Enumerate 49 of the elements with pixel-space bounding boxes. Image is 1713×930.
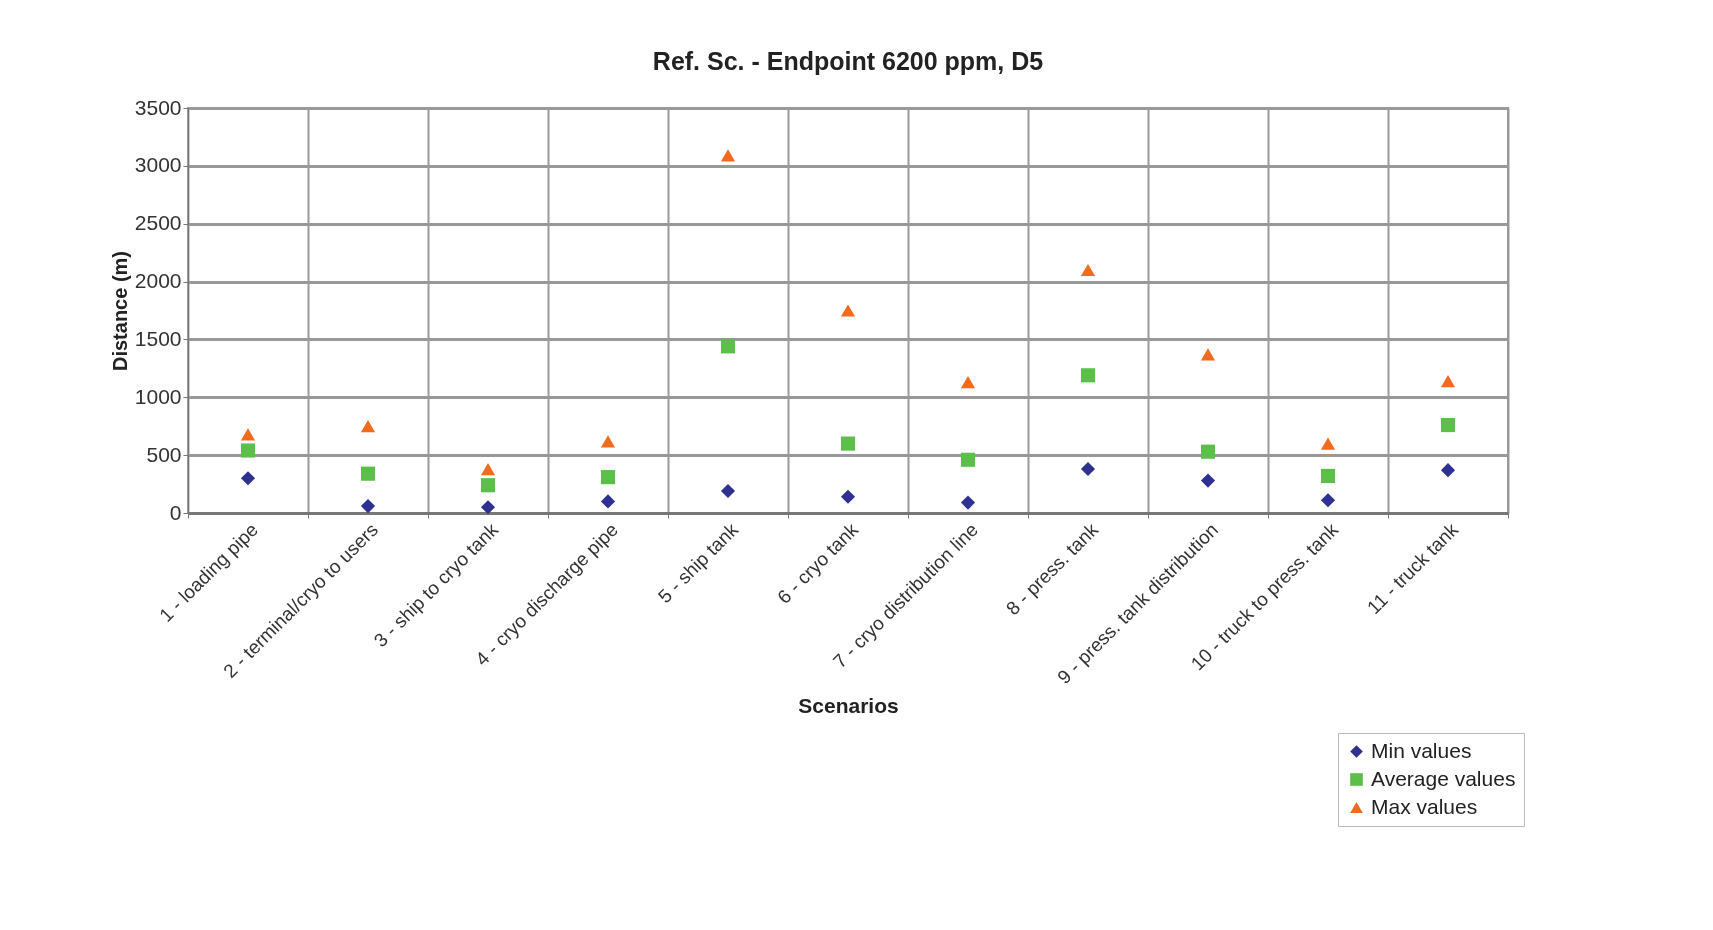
y-tick-label: 0 xyxy=(169,500,182,524)
point xyxy=(1200,444,1216,459)
point xyxy=(240,443,256,458)
y-tick-label: 3500 xyxy=(134,95,182,119)
point xyxy=(360,498,376,514)
point xyxy=(1080,461,1096,477)
point xyxy=(1200,348,1216,361)
point xyxy=(600,494,616,509)
x-tick-label: 5 - ship tank xyxy=(653,518,743,608)
legend-label: Min values xyxy=(1371,738,1472,762)
point xyxy=(1440,463,1456,478)
point xyxy=(1440,374,1456,388)
legend-label: Max values xyxy=(1371,794,1478,818)
point xyxy=(720,339,736,354)
point xyxy=(480,500,496,515)
y-tick-label: 1000 xyxy=(134,384,182,408)
y-tick-label: 500 xyxy=(146,442,182,466)
point xyxy=(960,452,976,467)
point xyxy=(960,495,976,510)
point xyxy=(1320,493,1336,508)
point xyxy=(1200,473,1216,488)
point xyxy=(480,478,496,493)
x-axis-title: Scenarios xyxy=(798,693,899,717)
y-tick-label: 3000 xyxy=(134,153,182,177)
y-tick-label: 2000 xyxy=(134,269,182,293)
point xyxy=(960,376,976,389)
point xyxy=(840,436,856,451)
point xyxy=(360,420,376,433)
legend-label: Average values xyxy=(1371,766,1516,790)
point xyxy=(1080,263,1096,277)
point xyxy=(720,483,736,499)
point xyxy=(720,149,736,162)
point xyxy=(1320,468,1336,484)
point xyxy=(240,428,256,441)
point xyxy=(1440,417,1456,433)
point xyxy=(360,466,376,481)
point xyxy=(480,462,496,476)
point xyxy=(1080,368,1096,383)
y-tick-label: 2500 xyxy=(134,211,182,235)
chart-title: Ref. Sc. - Endpoint 6200 ppm, D5 xyxy=(652,47,1044,75)
point xyxy=(840,304,856,317)
point xyxy=(1320,437,1336,450)
y-axis-title: Distance (m) xyxy=(108,250,131,372)
point xyxy=(600,435,616,448)
y-tick-label: 1500 xyxy=(134,326,182,350)
point xyxy=(840,489,856,504)
point xyxy=(240,471,256,486)
point xyxy=(600,470,616,485)
x-tick-label: 6 - cryo tank xyxy=(773,518,863,608)
